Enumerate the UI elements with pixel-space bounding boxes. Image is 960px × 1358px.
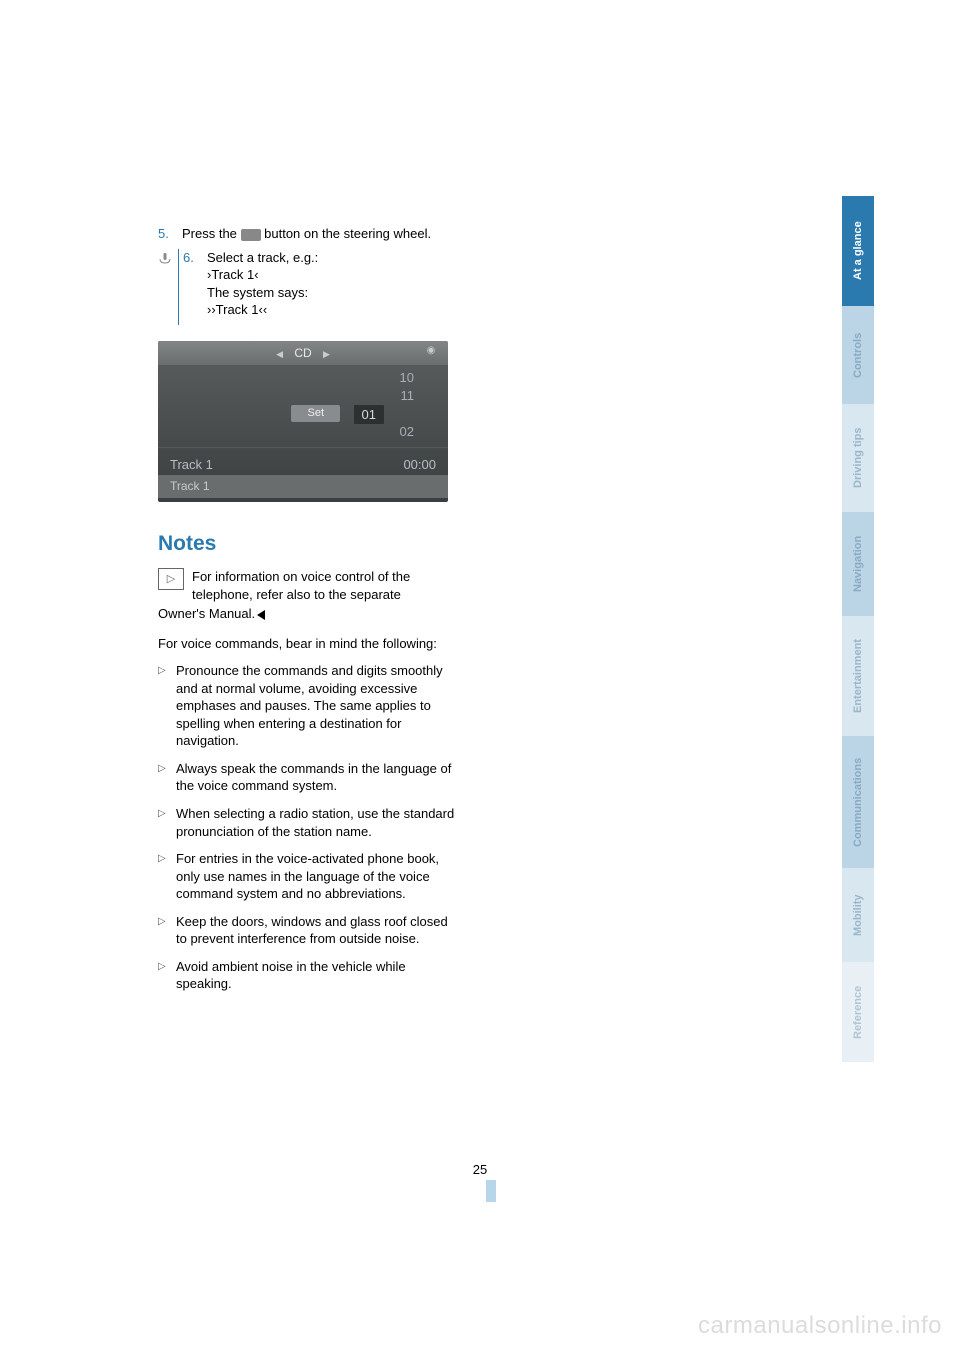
step-5-body: Press the button on the steering wheel. — [182, 225, 458, 243]
cd-footer-track: Track 1 — [170, 456, 213, 474]
voice-button-icon — [241, 229, 261, 241]
cd-footer-time: 00:00 — [403, 456, 436, 474]
disc-icon: ◉ — [424, 344, 438, 358]
voice-mic-icon — [158, 249, 178, 325]
step-5-text-before: Press the — [182, 226, 241, 241]
note-text: For information on voice control of the … — [192, 568, 410, 603]
tab-driving-tips[interactable]: Driving tips — [842, 404, 874, 512]
step-6-line1: Select a track, e.g.: — [207, 249, 318, 267]
list-item: ▷Pronounce the commands and digits smoot… — [158, 662, 458, 750]
cd-row-2: 11 — [158, 387, 414, 405]
bullet-icon: ▷ — [158, 913, 176, 948]
step-6-number: 6. — [183, 249, 207, 319]
tab-navigation[interactable]: Navigation — [842, 512, 874, 616]
bullet-2: Always speak the commands in the languag… — [176, 760, 458, 795]
note-l3-row: Owner's Manual. — [158, 605, 458, 623]
end-mark-icon — [257, 610, 265, 620]
list-item: ▷Keep the doors, windows and glass roof … — [158, 913, 458, 948]
tab-controls[interactable]: Controls — [842, 306, 874, 404]
step-6-line3: The system says: — [207, 284, 318, 302]
cd-row-4: 02 — [158, 423, 414, 441]
section-tabs: At a glanceControlsDriving tipsNavigatio… — [842, 196, 874, 1062]
cd-sub-track: Track 1 — [158, 475, 448, 497]
prev-icon: ◀ — [276, 349, 283, 359]
cd-row-1: 10 — [158, 369, 414, 387]
bullet-1: Pronounce the commands and digits smooth… — [176, 662, 458, 750]
tab-mobility[interactable]: Mobility — [842, 868, 874, 962]
intro-paragraph: For voice commands, bear in mind the fol… — [158, 635, 458, 653]
list-item: ▷Always speak the commands in the langua… — [158, 760, 458, 795]
bullet-3: When selecting a radio station, use the … — [176, 805, 458, 840]
step-6-row: 6. Select a track, e.g.: ›Track 1‹ The s… — [158, 249, 458, 325]
bullet-icon: ▷ — [158, 850, 176, 903]
bullet-4: For entries in the voice-activated phone… — [176, 850, 458, 903]
step-5: 5. Press the button on the steering whee… — [158, 225, 458, 243]
notes-heading: Notes — [158, 530, 458, 558]
watermark: carmanualsonline.info — [698, 1312, 942, 1340]
cd-set-button: Set — [291, 405, 340, 422]
cd-header: ◀ CD ▶ ◉ — [158, 341, 448, 365]
list-item: ▷When selecting a radio station, use the… — [158, 805, 458, 840]
bullet-icon: ▷ — [158, 958, 176, 993]
step-6-line4: ››Track 1‹‹ — [207, 301, 318, 319]
step-5-text-after: button on the steering wheel. — [261, 226, 432, 241]
cd-display-figure: ◀ CD ▶ ◉ 10 11 Set 01 02 Track 1 00:00 T… — [158, 341, 448, 502]
step-6-line2: ›Track 1‹ — [207, 266, 318, 284]
tab-communications[interactable]: Communications — [842, 736, 874, 868]
next-icon: ▶ — [323, 349, 330, 359]
note-l3: Owner's Manual. — [158, 606, 255, 621]
step-6-body: Select a track, e.g.: ›Track 1‹ The syst… — [207, 249, 318, 319]
cd-set-value: 01 — [354, 405, 384, 425]
bullet-icon: ▷ — [158, 662, 176, 750]
list-item: ▷Avoid ambient noise in the vehicle whil… — [158, 958, 458, 993]
tab-entertainment[interactable]: Entertainment — [842, 616, 874, 736]
step-6: 6. Select a track, e.g.: ›Track 1‹ The s… — [183, 249, 318, 319]
cd-rows: 10 11 Set 01 02 — [158, 365, 448, 441]
bullet-6: Avoid ambient noise in the vehicle while… — [176, 958, 458, 993]
list-item: ▷For entries in the voice-activated phon… — [158, 850, 458, 903]
bullet-icon: ▷ — [158, 805, 176, 840]
bullet-icon: ▷ — [158, 760, 176, 795]
bullet-list: ▷Pronounce the commands and digits smoot… — [158, 662, 458, 993]
step-6-indent: 6. Select a track, e.g.: ›Track 1‹ The s… — [178, 249, 318, 325]
page-content: 5. Press the button on the steering whee… — [158, 225, 458, 1003]
note-info-icon: ▷ — [158, 568, 184, 590]
page-number-bar — [486, 1180, 496, 1202]
tab-reference[interactable]: Reference — [842, 962, 874, 1062]
cd-set-row: Set 01 — [158, 405, 414, 423]
bullet-5: Keep the doors, windows and glass roof c… — [176, 913, 458, 948]
note-l2: telephone, refer also to the separate — [192, 587, 401, 602]
cd-header-label: CD — [294, 346, 311, 360]
page-number: 25 — [473, 1162, 487, 1177]
step-5-number: 5. — [158, 225, 182, 243]
cd-footer: Track 1 00:00 — [158, 447, 448, 476]
note-block: ▷ For information on voice control of th… — [158, 568, 458, 623]
tab-at-a-glance[interactable]: At a glance — [842, 196, 874, 306]
note-l1: For information on voice control of the — [192, 569, 410, 584]
